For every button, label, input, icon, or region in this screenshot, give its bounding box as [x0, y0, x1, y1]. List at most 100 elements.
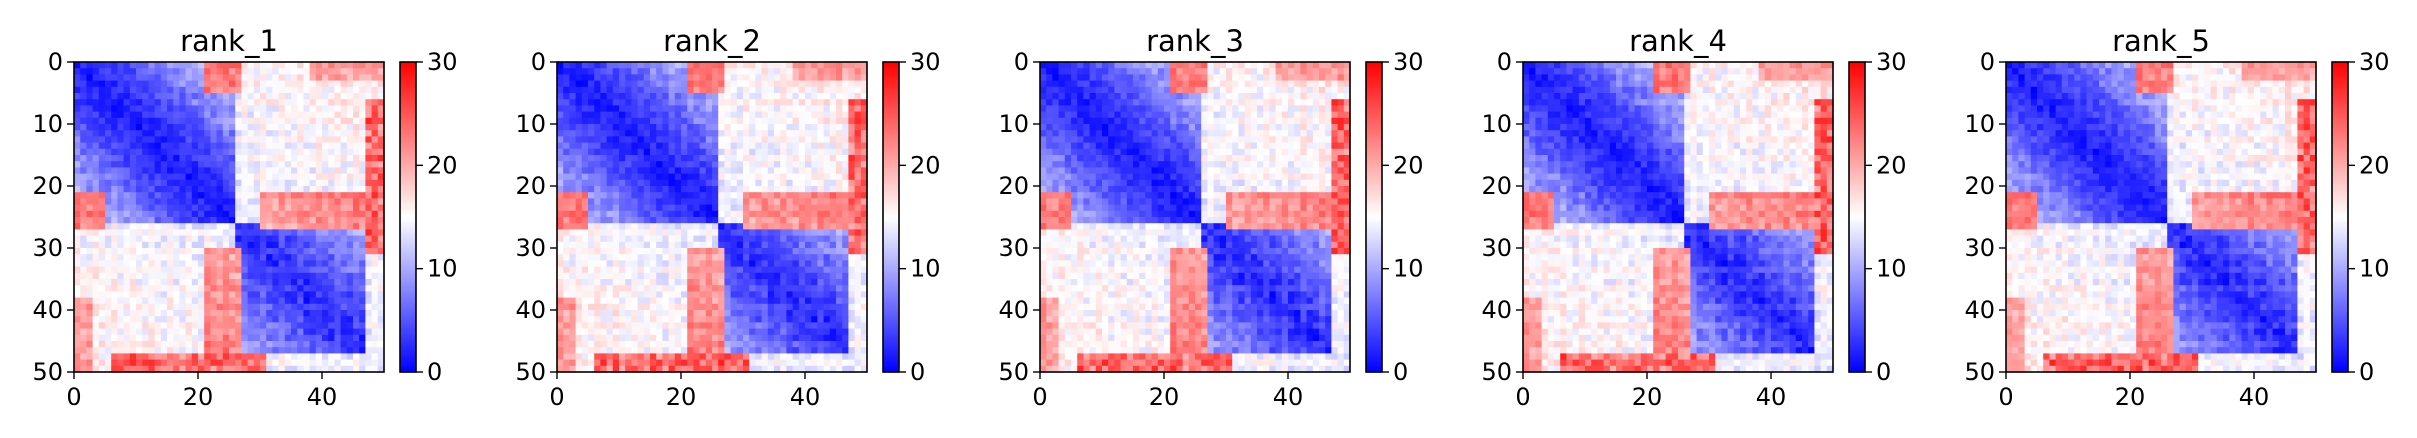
- heatmap-cell: [805, 266, 812, 274]
- heatmap-cell: [129, 124, 137, 131]
- heatmap-cell: [631, 117, 639, 125]
- heatmap-cell: [204, 186, 211, 193]
- heatmap-cell: [98, 353, 106, 361]
- heatmap-cell: [588, 322, 595, 330]
- heatmap-cell: [681, 62, 688, 69]
- heatmap-cell: [247, 310, 255, 317]
- heatmap-cell: [823, 161, 831, 168]
- heatmap-cell: [836, 223, 843, 230]
- heatmap-cell: [365, 266, 373, 274]
- heatmap-cell: [322, 266, 329, 274]
- heatmap-cell: [594, 161, 601, 168]
- heatmap-cell: [74, 303, 81, 311]
- heatmap-cell: [365, 68, 373, 75]
- heatmap-cell: [92, 322, 100, 330]
- heatmap-cell: [674, 186, 682, 193]
- heatmap-cell: [247, 117, 255, 125]
- heatmap-cell: [98, 148, 106, 156]
- heatmap-cell: [718, 266, 725, 274]
- heatmap-cell: [575, 136, 583, 144]
- heatmap-cell: [253, 347, 261, 354]
- heatmap-cell: [253, 86, 261, 94]
- heatmap-cell: [588, 105, 595, 113]
- heatmap-cell: [612, 248, 620, 255]
- heatmap-cell: [241, 316, 249, 323]
- heatmap-cell: [86, 155, 94, 162]
- heatmap-cell: [309, 80, 317, 88]
- heatmap-cell: [625, 279, 632, 286]
- heatmap-cell: [767, 285, 775, 292]
- heatmap-cell: [588, 117, 595, 125]
- heatmap-cell: [668, 93, 676, 100]
- heatmap-cell: [253, 186, 261, 193]
- heatmap-cell: [179, 111, 187, 119]
- heatmap-cell: [377, 303, 385, 311]
- heatmap-cell: [328, 291, 335, 299]
- colorbar-segment: [400, 134, 416, 138]
- heatmap-cell: [210, 192, 218, 199]
- colorbar-tick-label: 10: [427, 255, 458, 283]
- heatmap-cell: [210, 148, 218, 156]
- heatmap-cell: [575, 272, 583, 280]
- heatmap-cell: [328, 186, 335, 193]
- heatmap-cell: [179, 303, 187, 311]
- heatmap-cell: [817, 285, 825, 292]
- heatmap-cell: [569, 136, 577, 144]
- heatmap-cell: [303, 142, 311, 150]
- heatmap-cell: [736, 130, 744, 137]
- heatmap-cell: [340, 210, 348, 218]
- heatmap-cell: [359, 322, 366, 330]
- heatmap-cell: [136, 217, 143, 224]
- heatmap-cell: [284, 186, 292, 193]
- heatmap-cell: [123, 136, 131, 144]
- heatmap-cell: [631, 210, 639, 218]
- heatmap-cell: [860, 310, 868, 317]
- colorbar-segment: [400, 82, 416, 86]
- heatmap-cell: [154, 217, 162, 224]
- heatmap-cell: [334, 322, 342, 330]
- heatmap-cell: [365, 223, 373, 230]
- heatmap-cell: [359, 279, 366, 286]
- heatmap-cell: [687, 161, 694, 168]
- heatmap-cell: [854, 186, 862, 193]
- heatmap-cell: [105, 161, 112, 168]
- heatmap-cell: [365, 285, 373, 292]
- heatmap-cell: [123, 204, 131, 212]
- heatmap-cell: [842, 155, 849, 162]
- heatmap-cell: [167, 229, 174, 237]
- heatmap-cell: [346, 117, 354, 125]
- heatmap-cell: [98, 186, 106, 193]
- heatmap-cell: [786, 285, 794, 292]
- heatmap-cell: [284, 105, 292, 113]
- heatmap-cell: [674, 105, 682, 113]
- heatmap-cell: [811, 328, 818, 336]
- heatmap-cell: [340, 328, 348, 336]
- heatmap-cell: [792, 248, 800, 255]
- heatmap-cell: [198, 334, 205, 342]
- heatmap-cell: [98, 62, 106, 69]
- heatmap-cell: [730, 248, 738, 255]
- heatmap-cell: [111, 99, 118, 106]
- heatmap-cell: [222, 130, 230, 137]
- heatmap-cell: [817, 291, 825, 299]
- heatmap-cell: [74, 341, 81, 348]
- heatmap-cell: [216, 192, 224, 199]
- heatmap-cell: [705, 155, 713, 162]
- heatmap-cell: [247, 347, 255, 354]
- heatmap-cell: [625, 155, 632, 162]
- heatmap-cell: [792, 204, 800, 212]
- heatmap-cell: [129, 186, 137, 193]
- heatmap-cell: [359, 266, 366, 274]
- heatmap-cell: [693, 167, 701, 175]
- heatmap-cell: [278, 179, 286, 187]
- heatmap-cell: [160, 198, 168, 206]
- heatmap-cell: [198, 310, 205, 317]
- heatmap-cell: [303, 310, 311, 317]
- heatmap-cell: [222, 322, 230, 330]
- heatmap-cell: [786, 241, 794, 249]
- heatmap-cell: [328, 359, 335, 367]
- heatmap-cell: [829, 297, 837, 305]
- heatmap-cell: [581, 161, 589, 168]
- heatmap-cell: [98, 334, 106, 342]
- heatmap-cell: [266, 130, 273, 137]
